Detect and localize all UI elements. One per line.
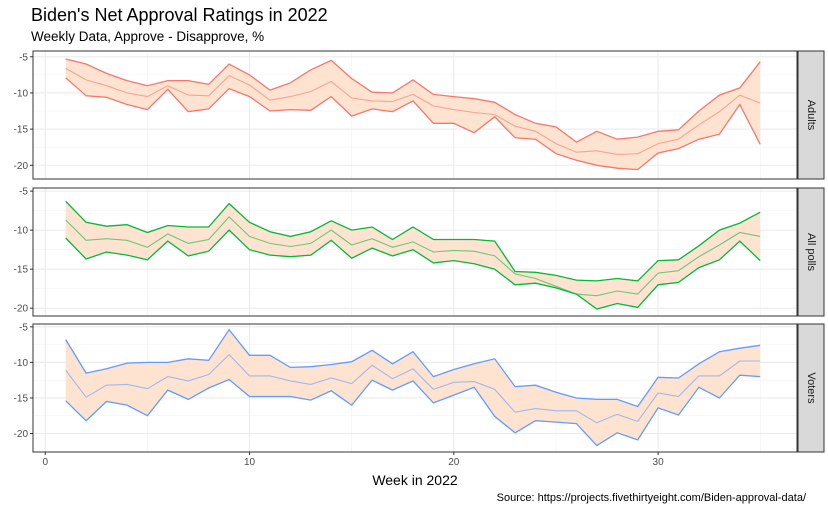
facet-strip [797,187,825,317]
y-tick-label: -20 [14,304,29,315]
facet-panel-voters: -5 -10 -15 -20 Voters [14,322,825,453]
y-tick-label: -10 [14,358,29,369]
y-tick-label: -15 [14,125,29,136]
facet-strip-label: Voters [805,372,817,404]
y-tick-label: -20 [14,161,29,172]
y-tick-label: -10 [14,88,29,99]
facet-strip-label: All polls [805,233,817,271]
y-tick-label: -15 [14,265,29,276]
x-tick-label: 20 [448,457,460,468]
series-line-upper [65,328,761,408]
series-line-lower [65,229,761,310]
facet-strip [797,323,825,453]
series-line-net [65,353,761,424]
series-line-upper [65,58,761,143]
series-line-lower [65,374,761,447]
panel-background [33,51,797,179]
chart-subtitle: Weekly Data, Approve - Disapprove, % [31,29,265,44]
series-line-upper [65,200,761,282]
x-tick-label: 30 [653,457,665,468]
source-caption: Source: https://projects.fivethirtyeight… [496,492,806,504]
confidence-ribbon [65,201,761,309]
facet-panel-all-polls: -5 -10 -15 -20 All polls [14,187,825,317]
facet-strip [797,50,825,180]
panel-border [32,187,798,317]
x-axis-label: Week in 2022 [372,472,458,488]
y-tick-label: -5 [19,322,28,333]
y-tick-label: -10 [14,226,29,237]
chart-title: Biden's Net Approval Ratings in 2022 [31,5,328,25]
confidence-ribbon [65,59,761,170]
y-tick-label: -5 [19,187,28,198]
x-tick-label: 0 [42,457,48,468]
facet-panel-adults: -5 -10 -15 -20 Adults [14,50,825,180]
panel-border [32,50,798,180]
y-tick-label: -20 [14,429,29,440]
facet-strip-label: Adults [805,100,817,131]
x-tick-label: 10 [244,457,256,468]
y-tick-label: -15 [14,393,29,404]
panel-background [33,188,797,316]
series-line-net [65,216,761,297]
series-line-net [65,67,761,155]
panel-border [32,323,798,453]
y-tick-label: -5 [19,52,28,63]
series-line-lower [65,77,761,171]
